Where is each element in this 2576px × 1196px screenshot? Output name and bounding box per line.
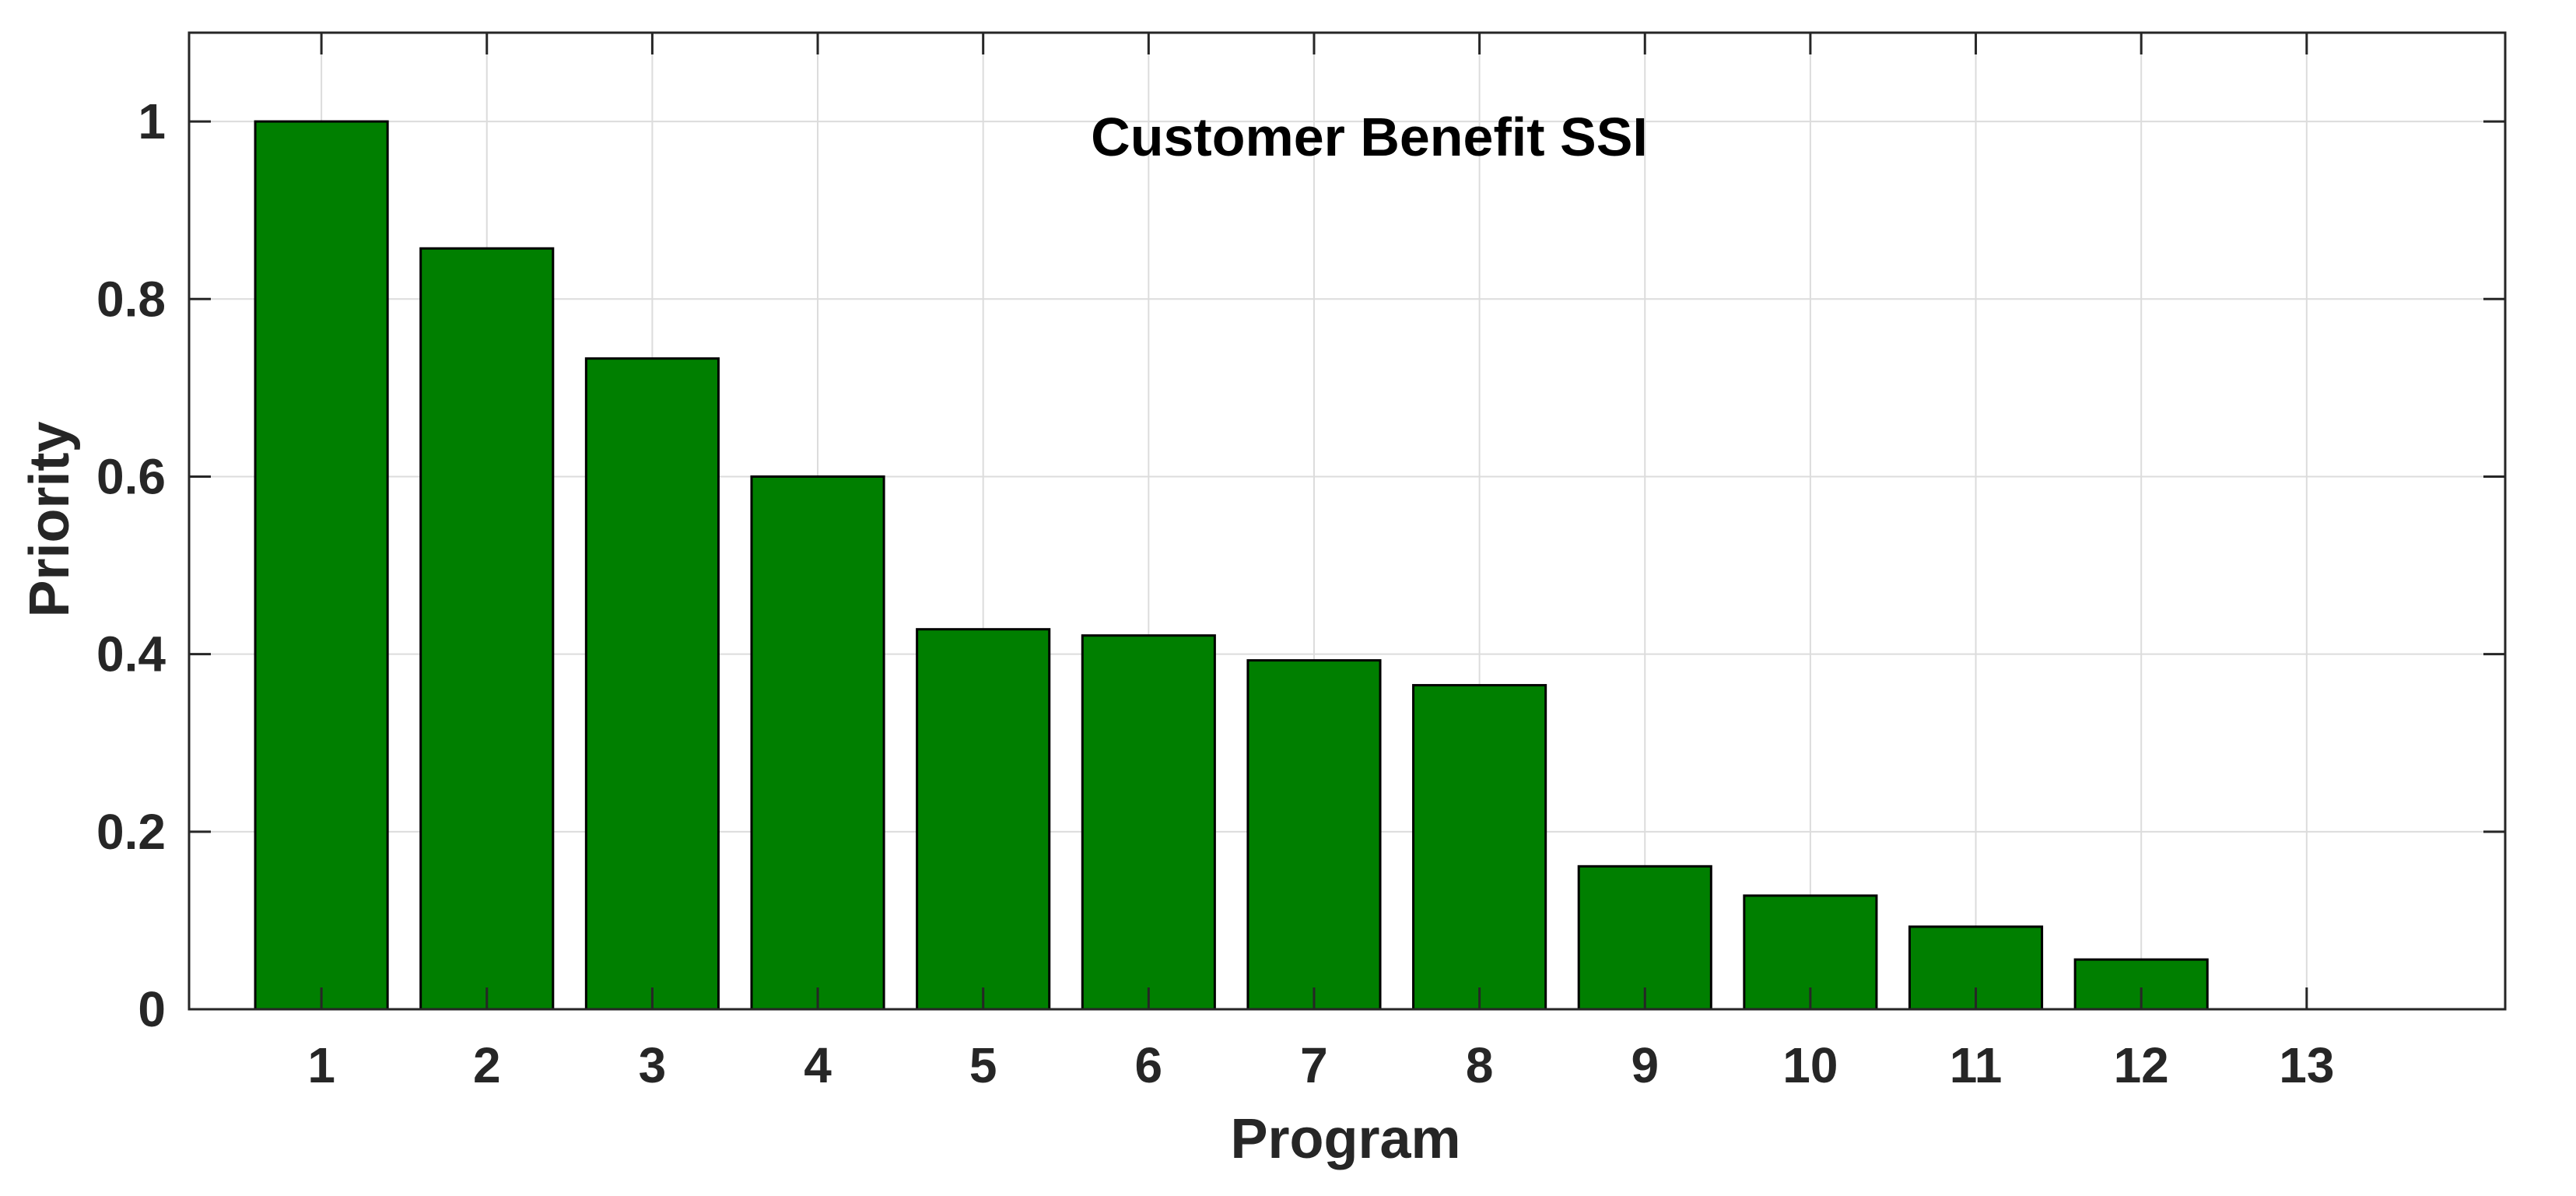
y-axis-label: Priority xyxy=(19,421,81,617)
x-axis-label: Program xyxy=(1230,1108,1460,1170)
bar-program-3 xyxy=(584,357,720,1011)
x-tick-label: 9 xyxy=(1631,1037,1659,1093)
x-tick-label: 4 xyxy=(804,1037,832,1093)
bar-program-7 xyxy=(1246,659,1382,1011)
y-tick-label: 0.8 xyxy=(96,271,166,327)
bar-program-8 xyxy=(1412,684,1547,1011)
x-tick-label: 11 xyxy=(1950,1037,2003,1093)
x-tick-labels: 1 2 3 4 5 6 7 8 9 10 11 12 13 xyxy=(307,1037,2334,1093)
y-tick-label: 1 xyxy=(138,93,166,149)
x-tick-label: 2 xyxy=(473,1037,501,1093)
x-tick-label: 1 xyxy=(307,1037,335,1093)
bar-program-9 xyxy=(1577,865,1712,1011)
chart-title: Customer Benefit SSI xyxy=(1091,107,1648,167)
x-tick-label: 10 xyxy=(1782,1037,1838,1093)
axes-box xyxy=(188,31,2507,1011)
y-tick-labels: 0 0.2 0.4 0.6 0.8 1 xyxy=(96,93,166,1037)
bar-program-6 xyxy=(1081,634,1216,1011)
y-tick-label: 0.2 xyxy=(96,804,166,860)
y-tick-label: 0.6 xyxy=(96,448,166,504)
bars xyxy=(254,120,2209,1011)
bar-program-1 xyxy=(254,120,389,1011)
x-tick-label: 12 xyxy=(2114,1037,2169,1093)
x-tick-label: 3 xyxy=(639,1037,667,1093)
y-tick-label: 0.4 xyxy=(96,626,166,682)
y-tick-label: 0 xyxy=(138,981,166,1037)
axis-ticks xyxy=(189,33,2505,1011)
x-tick-label: 13 xyxy=(2279,1037,2334,1093)
x-tick-label: 6 xyxy=(1135,1037,1163,1093)
x-tick-label: 7 xyxy=(1300,1037,1328,1093)
x-tick-label: 8 xyxy=(1466,1037,1494,1093)
x-tick-label: 5 xyxy=(969,1037,997,1093)
bar-program-5 xyxy=(916,628,1051,1011)
bar-program-2 xyxy=(419,247,555,1011)
bar-program-4 xyxy=(750,475,885,1011)
